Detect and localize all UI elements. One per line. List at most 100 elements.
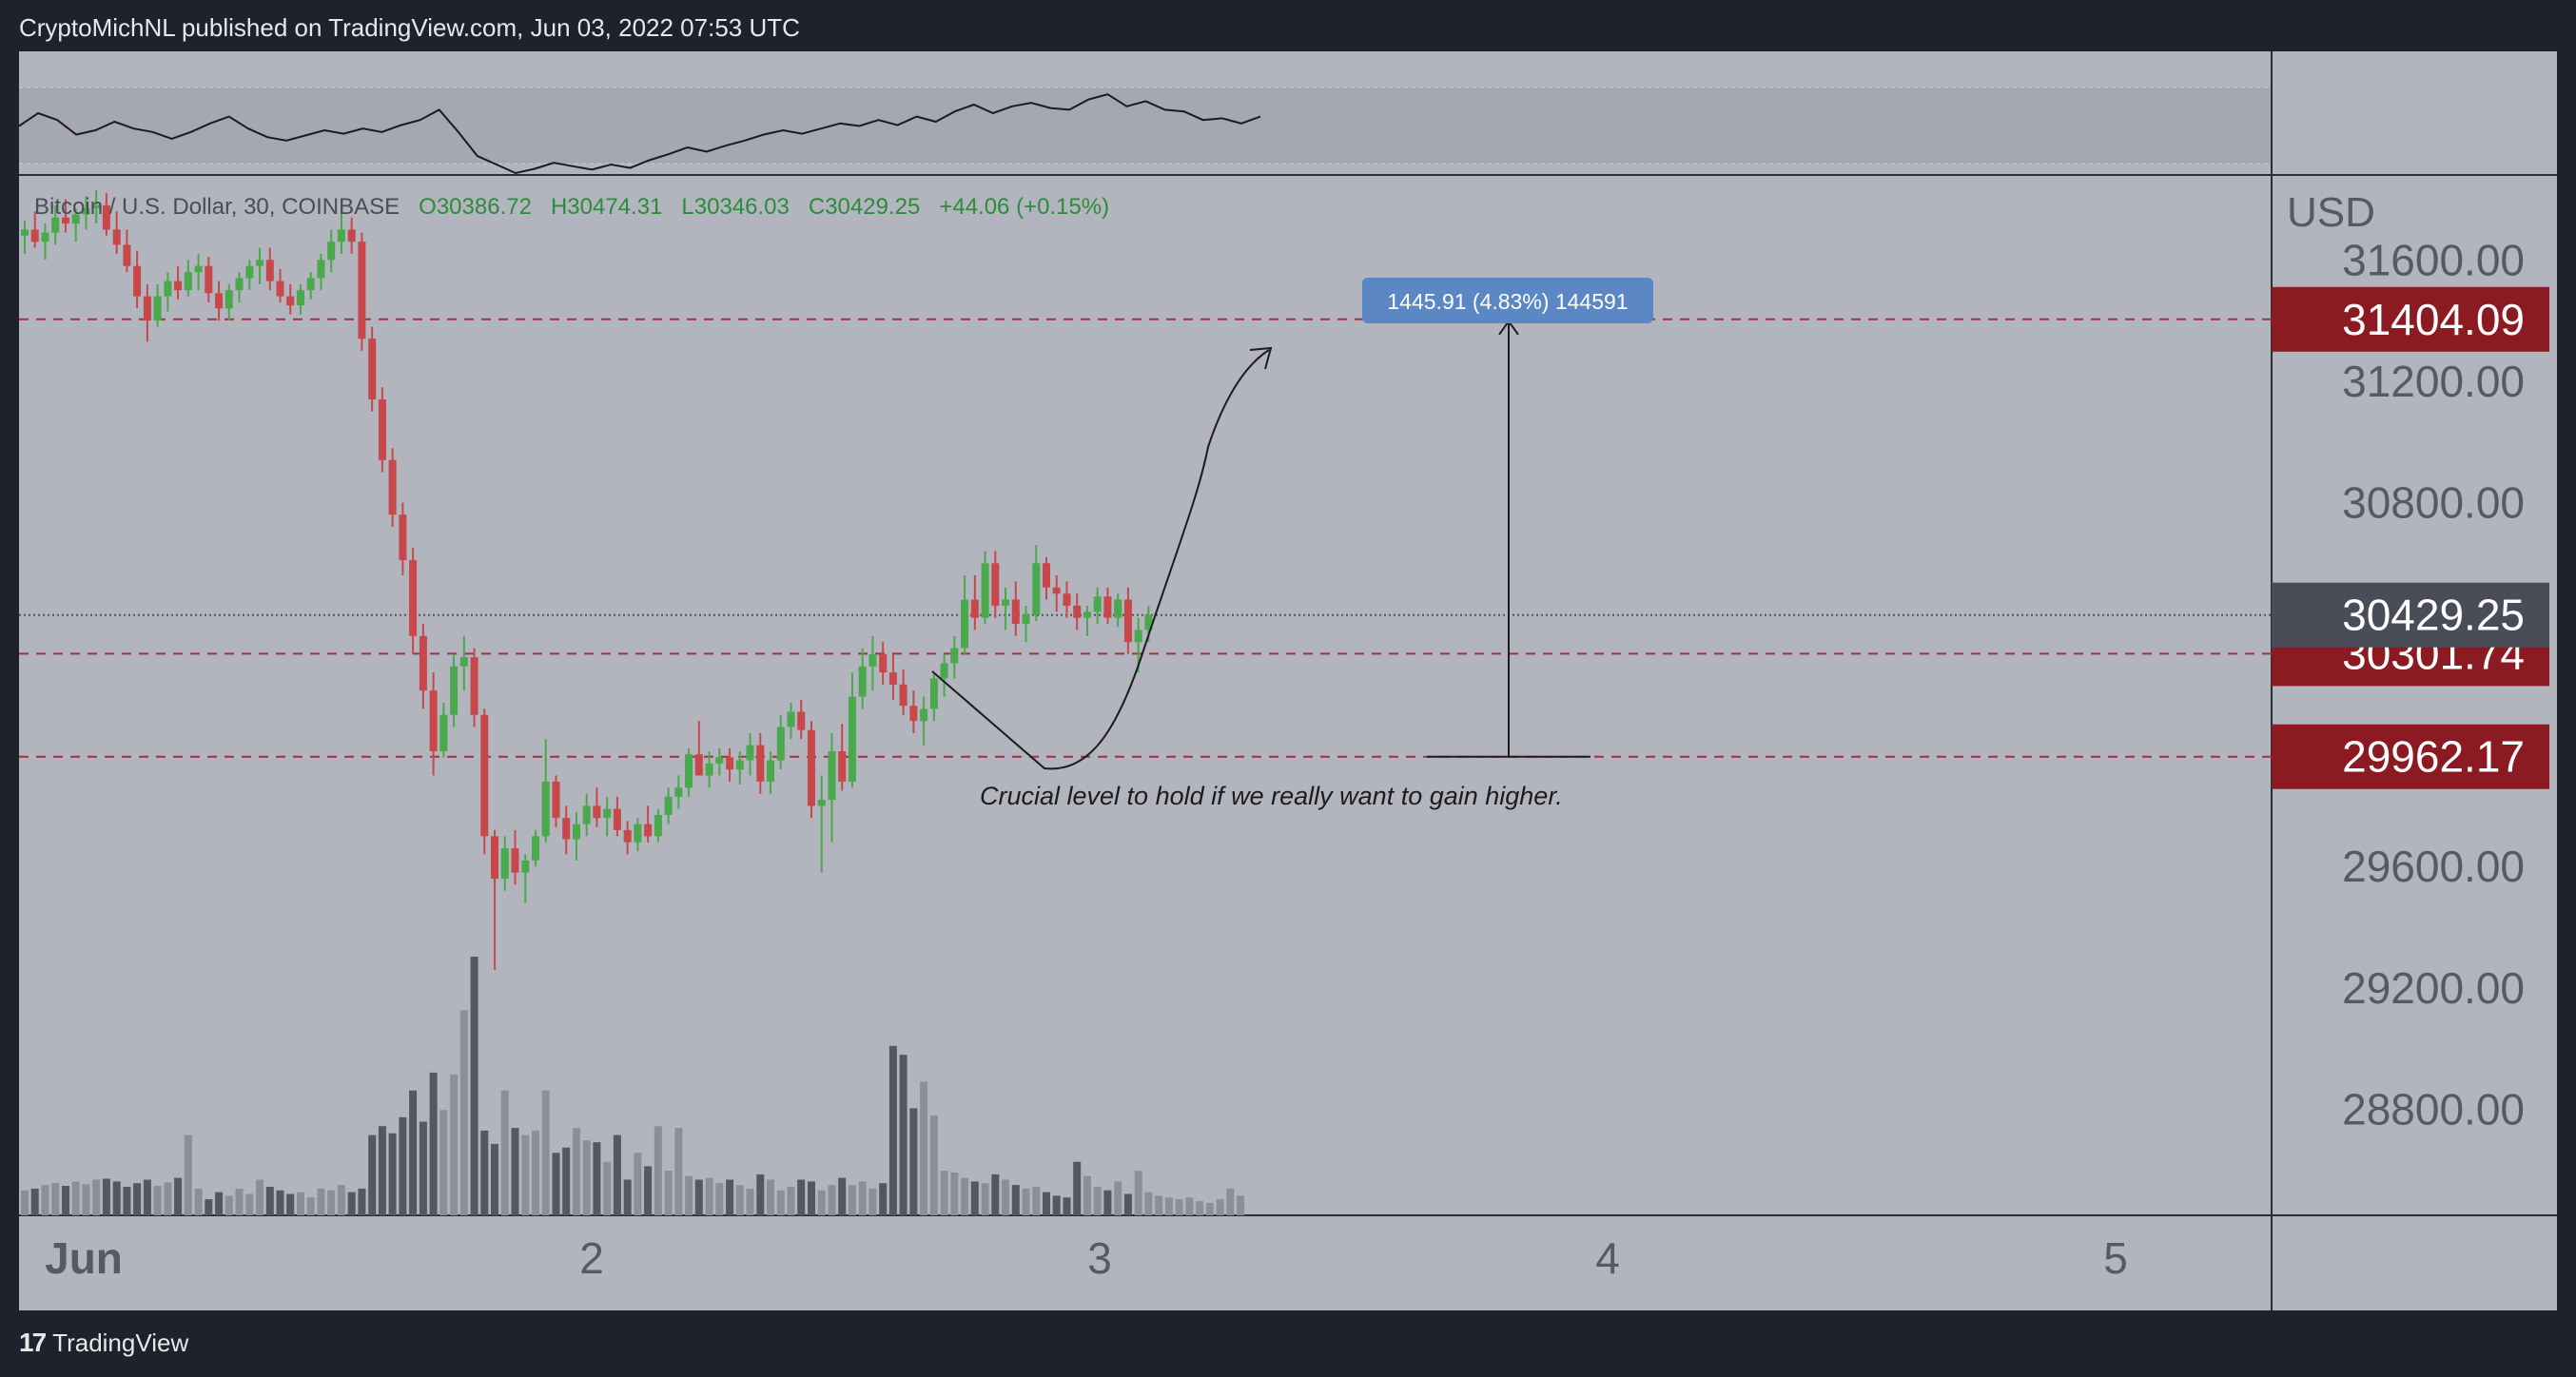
candle-body	[970, 599, 979, 618]
candle-body	[664, 796, 673, 815]
candle-body	[623, 829, 632, 843]
candle-body	[593, 805, 601, 819]
candle-body	[1011, 599, 1020, 624]
candle-body	[143, 296, 151, 321]
price-tick-label: 29200.00	[2342, 963, 2525, 1013]
volume-bar	[1022, 1188, 1030, 1215]
volume-bar	[1134, 1171, 1142, 1215]
legend-low: L30346.03	[681, 194, 790, 220]
volume-bar	[929, 1115, 938, 1215]
annotation-note: Crucial level to hold if we really want …	[980, 782, 1563, 810]
candle-body	[848, 696, 856, 782]
measure-label-box	[1362, 278, 1653, 323]
candle-body	[450, 666, 459, 715]
candle-body	[940, 663, 948, 679]
volume-bar	[735, 1185, 744, 1215]
candle-body	[1043, 563, 1050, 588]
candle-body	[1073, 605, 1082, 618]
candle-body	[582, 805, 591, 824]
candle-body	[235, 278, 244, 291]
tradingview-footer[interactable]: 17 TradingView	[19, 1328, 188, 1358]
volume-bar	[961, 1177, 969, 1215]
volume-bar	[511, 1128, 519, 1215]
level-price-label: 31404.09	[2342, 295, 2525, 344]
volume-bar	[470, 957, 478, 1215]
candle-body	[286, 296, 295, 306]
volume-bar	[1237, 1195, 1245, 1215]
volume-bar	[705, 1177, 713, 1215]
tradingview-brand: TradingView	[52, 1328, 189, 1357]
volume-bar	[92, 1179, 101, 1215]
volume-bar	[909, 1108, 918, 1215]
volume-bar	[51, 1183, 60, 1215]
volume-bar	[552, 1153, 560, 1215]
volume-bar	[500, 1090, 509, 1215]
volume-bar	[613, 1135, 621, 1215]
volume-bar	[1155, 1195, 1163, 1215]
candle-body	[828, 751, 836, 800]
legend-change: +44.06 (+0.15%)	[939, 194, 1110, 220]
candle-body	[306, 278, 315, 291]
candle-body	[368, 339, 377, 399]
price-tick-label: 30800.00	[2342, 478, 2525, 528]
volume-bar	[899, 1055, 907, 1215]
candle-body	[123, 244, 131, 266]
candle-body	[409, 560, 418, 636]
candle-body	[256, 260, 263, 266]
volume-bar	[276, 1190, 284, 1215]
symbol-legend: Bitcoin / U.S. Dollar, 30, COINBASE O303…	[34, 194, 1109, 221]
candle-body	[491, 836, 498, 879]
volume-bar	[1175, 1199, 1183, 1215]
volume-bar	[1103, 1190, 1112, 1215]
volume-bar	[1002, 1179, 1009, 1215]
volume-bar	[1164, 1197, 1173, 1215]
volume-bar	[1043, 1192, 1050, 1215]
candle-body	[552, 781, 560, 819]
level-price-label: 29962.17	[2342, 732, 2525, 782]
candle-body	[41, 232, 49, 242]
candle-body	[694, 754, 703, 776]
volume-bar	[286, 1193, 295, 1215]
candle-body	[71, 214, 80, 224]
candle-body	[297, 290, 304, 306]
candle-body	[327, 242, 336, 261]
volume-bar	[685, 1175, 693, 1215]
volume-bar	[235, 1188, 244, 1215]
volume-bar	[1093, 1187, 1102, 1215]
candle-body	[92, 204, 101, 209]
volume-bar	[174, 1177, 183, 1215]
candle-body	[419, 635, 427, 691]
candle-body	[603, 808, 612, 819]
volume-bar	[143, 1179, 151, 1215]
volume-bar	[1144, 1192, 1153, 1215]
candle-body	[654, 815, 662, 837]
volume-bar	[409, 1090, 418, 1215]
candle-body	[1114, 599, 1122, 618]
candle-body	[1134, 630, 1142, 643]
candle-body	[868, 653, 877, 667]
volume-bar	[450, 1074, 459, 1215]
volume-bar	[1011, 1185, 1020, 1215]
candle-body	[480, 714, 489, 837]
candle-body	[746, 745, 754, 761]
volume-bar	[674, 1128, 683, 1215]
candle-body	[245, 265, 254, 279]
level-price-badge	[2272, 286, 2549, 352]
candle-body	[879, 653, 888, 672]
volume-bar	[920, 1081, 928, 1215]
time-axis: Jun 2 3 4 5	[45, 1233, 2128, 1283]
candle-body	[634, 824, 642, 843]
legend-open: O30386.72	[419, 194, 532, 220]
legend-close: C30429.25	[808, 194, 921, 220]
price-tick-label: 31200.00	[2342, 357, 2525, 406]
volume-bar	[623, 1179, 632, 1215]
volume-bar	[940, 1171, 948, 1215]
volume-bar	[337, 1185, 345, 1215]
candle-body	[674, 787, 683, 797]
volume-bar	[1052, 1195, 1061, 1215]
candle-body	[1103, 596, 1112, 618]
candle-body	[888, 672, 897, 685]
candle-body	[950, 648, 959, 664]
